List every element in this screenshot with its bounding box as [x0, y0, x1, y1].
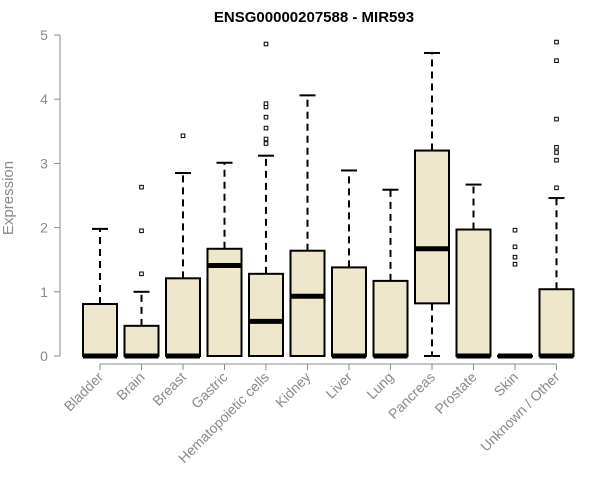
outlier-point: [512, 261, 518, 267]
outlier-point: [139, 271, 144, 277]
y-axis: 0 1 2 3 4 5: [40, 27, 61, 364]
box-rect: [289, 249, 326, 358]
x-tick-label: Liver: [322, 369, 355, 402]
box-rect: [123, 324, 160, 357]
box-prostate: [455, 183, 492, 359]
outlier-point: [263, 101, 269, 106]
x-tick-label: Prostate: [431, 369, 479, 417]
outlier-point: [512, 227, 518, 233]
x-tick-label: Brain: [113, 369, 147, 403]
box-liver: [331, 169, 367, 359]
y-tick-label: 1: [40, 284, 48, 300]
box-brain: [123, 184, 160, 359]
x-tick-label: Skin: [491, 369, 522, 400]
x-tick-label: Bladder: [61, 369, 107, 415]
outlier-point: [263, 125, 269, 131]
y-tick-label: 0: [40, 348, 48, 364]
box-unknown-other: [538, 39, 575, 359]
y-axis-label: Expression: [0, 161, 17, 235]
y-tick-label: 3: [40, 155, 48, 171]
box-rect: [331, 266, 367, 357]
box-rect: [248, 272, 284, 358]
box-pancreas: [414, 51, 450, 357]
box-rect: [82, 302, 118, 357]
outlier-point: [554, 157, 559, 163]
box-rect: [165, 277, 201, 357]
y-tick-label: 2: [40, 220, 48, 236]
box-breast: [165, 133, 201, 359]
outlier-point: [139, 184, 144, 190]
box-hematopoietic-cells: [248, 41, 284, 358]
outlier-point: [512, 244, 518, 250]
x-tick-label: Breast: [149, 369, 189, 409]
outlier-point: [554, 145, 559, 150]
box-rect: [372, 279, 409, 357]
outlier-point: [263, 41, 269, 47]
box-lung: [372, 188, 409, 359]
box-bladder: [82, 227, 118, 359]
outlier-point: [180, 133, 186, 139]
chart-title: ENSG00000207588 - MIR593: [214, 9, 414, 26]
outlier-point: [263, 114, 269, 120]
y-tick-label: 4: [40, 91, 48, 107]
x-tick-label: Kidney: [272, 369, 314, 411]
box-kidney: [289, 94, 326, 358]
outlier-point: [554, 185, 559, 191]
y-tick-label: 5: [40, 27, 48, 43]
outlier-point: [512, 254, 518, 260]
x-tick-label: Unknown / Other: [477, 369, 563, 455]
box-gastric: [206, 161, 243, 357]
box-rect: [455, 228, 492, 357]
outlier-point: [554, 58, 559, 63]
outlier-point: [263, 136, 269, 142]
outlier-point: [554, 150, 559, 155]
box-skin: [497, 227, 533, 359]
boxes-group: [82, 39, 575, 359]
x-tick-label: Lung: [363, 369, 396, 402]
box-rect: [414, 149, 450, 305]
box-rect: [538, 288, 575, 357]
outlier-point: [139, 228, 144, 234]
outlier-point: [554, 116, 559, 122]
outlier-point: [554, 39, 559, 45]
outlier-point: [263, 141, 269, 146]
